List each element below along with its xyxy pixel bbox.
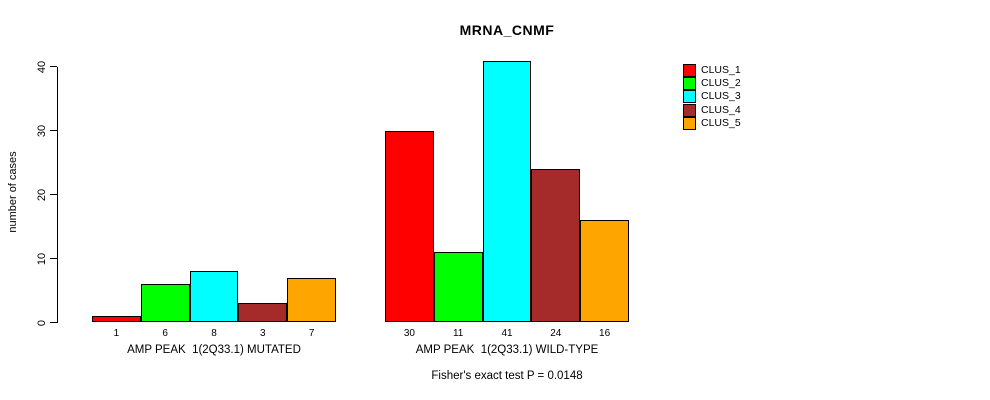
x-group-label-wild-type: AMP PEAK 1(2Q33.1) WILD-TYPE: [415, 344, 599, 356]
chart-title: MRNA_CNMF: [459, 22, 555, 38]
bar-value-label: 6: [162, 328, 168, 339]
bar-clus_1-group1: [92, 316, 141, 323]
bar-clus_2-group1: [140, 284, 190, 323]
y-axis-line: [57, 67, 58, 323]
legend-item-clus_4: CLUS_4: [683, 103, 741, 117]
legend-item-clus_5: CLUS_5: [683, 116, 741, 130]
legend-label: CLUS_3: [701, 90, 741, 103]
bar-clus_3-group2: [482, 60, 532, 323]
legend-label: CLUS_2: [701, 77, 741, 90]
bar-clus_4-group1: [238, 303, 288, 323]
legend-label: CLUS_5: [701, 116, 741, 129]
y-axis-tick-label: 40: [36, 60, 48, 74]
y-axis-tick-label: 0: [36, 319, 48, 326]
legend-swatch-clus_5: [683, 116, 696, 130]
bar-value-label: 41: [501, 328, 513, 339]
legend-item-clus_2: CLUS_2: [683, 77, 741, 91]
bar-clus_1-group2: [385, 130, 434, 323]
bar-value-label: 7: [308, 328, 315, 339]
bar-value-label: 3: [260, 328, 266, 339]
bar-value-label: 24: [550, 328, 562, 339]
legend-item-clus_1: CLUS_1: [683, 64, 741, 78]
legend-swatch-clus_2: [683, 77, 696, 91]
bar-value-label: 30: [403, 328, 415, 339]
y-axis-tick: [50, 130, 57, 132]
bar-clus_5-group2: [580, 220, 629, 323]
legend-label: CLUS_4: [701, 103, 741, 116]
bar-value-label: 1: [113, 328, 120, 339]
bar-clus_5-group1: [287, 277, 336, 323]
bar-value-label: 16: [599, 328, 611, 339]
y-axis-tick-label: 30: [36, 124, 48, 137]
fisher-test-annotation: Fisher's exact test P = 0.0148: [431, 370, 583, 382]
y-axis-tick-label: 10: [36, 252, 48, 265]
bar-clus_4-group2: [531, 169, 581, 323]
legend-swatch-clus_3: [683, 90, 696, 104]
bar-value-label: 8: [211, 328, 217, 339]
y-axis-tick-label: 20: [36, 188, 48, 201]
legend-item-clus_3: CLUS_3: [683, 90, 741, 104]
x-group-label-mutated: AMP PEAK 1(2Q33.1) MUTATED: [127, 344, 301, 356]
bar-clus_3-group1: [189, 271, 239, 323]
legend-swatch-clus_1: [683, 64, 696, 78]
y-axis-tick: [50, 258, 57, 260]
legend-swatch-clus_4: [683, 103, 696, 117]
y-axis-tick: [50, 194, 57, 196]
bar-value-label: 11: [452, 328, 464, 339]
y-axis-tick: [50, 322, 57, 323]
y-axis-tick: [50, 66, 57, 68]
legend-label: CLUS_1: [701, 64, 741, 77]
y-axis-title: number of cases: [7, 151, 19, 233]
legend: CLUS_1 CLUS_2 CLUS_3 CLUS_4 CLUS_5: [683, 64, 741, 130]
bar-clus_2-group2: [433, 252, 483, 323]
